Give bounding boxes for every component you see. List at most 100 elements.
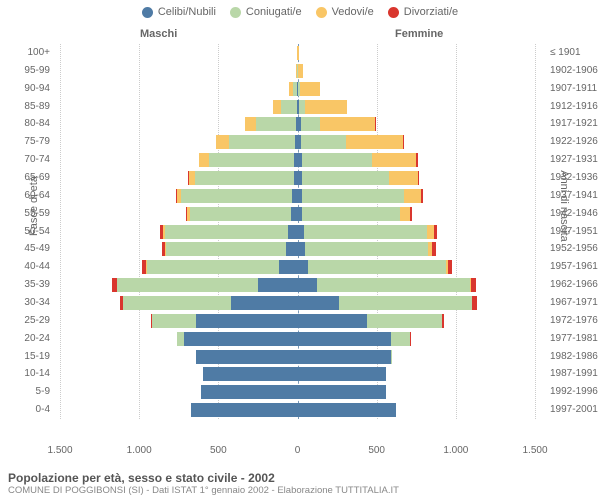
pyramid-row [60,189,535,203]
age-label: 95-99 [0,65,56,76]
age-label: 65-69 [0,172,56,183]
x-tick-label: 500 [210,445,227,456]
birth-year-label: 1937-1941 [544,190,600,201]
plot-area [60,44,535,439]
birth-year-label: 1962-1966 [544,279,600,290]
x-tick-label: 1.500 [47,445,72,456]
birth-year-label: 1942-1946 [544,208,600,219]
segment-s [391,350,392,364]
legend-item: Divorziati/e [388,6,458,18]
legend-label: Coniugati/e [246,6,302,18]
segment-s [256,117,296,131]
segment-w [404,189,421,203]
female-bar [298,46,299,60]
male-bar [177,332,297,346]
segment-c [298,260,308,274]
chart-source: COMUNE DI POGGIBONSI (SI) - Dati ISTAT 1… [8,485,592,496]
segment-w [372,153,416,167]
birth-year-label: ≤ 1901 [544,47,600,58]
legend-item: Coniugati/e [230,6,302,18]
age-label: 35-39 [0,279,56,290]
segment-w [305,100,346,114]
birth-year-label: 1927-1931 [544,154,600,165]
female-bar [298,207,413,221]
segment-s [339,296,472,310]
segment-w [298,64,304,78]
male-bar [196,350,298,364]
segment-s [302,207,400,221]
x-tick-label: 1.500 [522,445,547,456]
male-bar [191,403,297,417]
male-label: Maschi [140,28,177,40]
female-bar [298,403,396,417]
age-label: 5-9 [0,386,56,397]
segment-c [203,367,298,381]
age-label: 10-14 [0,368,56,379]
age-label: 70-74 [0,154,56,165]
birth-year-label: 1977-1981 [544,333,600,344]
age-label: 0-4 [0,404,56,415]
segment-s [302,153,372,167]
pyramid-row [60,207,535,221]
age-label: 40-44 [0,261,56,272]
age-label: 45-49 [0,243,56,254]
birth-year-label: 1997-2001 [544,404,600,415]
segment-s [209,153,295,167]
female-label: Femmine [395,28,443,40]
segment-c [191,403,297,417]
segment-s [367,314,441,328]
male-bar [142,260,297,274]
segment-w [199,153,209,167]
female-bar [298,82,321,96]
segment-c [258,278,298,292]
age-label: 25-29 [0,315,56,326]
segment-d [418,171,420,185]
male-bar [203,367,298,381]
birth-year-label: 1917-1921 [544,118,600,129]
pyramid-row [60,242,535,256]
legend: Celibi/NubiliConiugati/eVedovi/eDivorzia… [0,0,600,18]
segment-c [298,350,391,364]
age-label: 20-24 [0,333,56,344]
segment-c [298,242,305,256]
segment-c [184,332,298,346]
gridline-v [535,44,536,419]
age-label: 80-84 [0,118,56,129]
x-tick-label: 1.000 [443,445,468,456]
age-label: 90-94 [0,83,56,94]
female-bar [298,296,477,310]
male-bar [188,171,298,185]
segment-s [147,260,278,274]
pyramid-row [60,100,535,114]
pyramid-row [60,153,535,167]
pyramid-row [60,367,535,381]
male-bar [160,225,297,239]
segment-c [298,278,317,292]
legend-item: Celibi/Nubili [142,6,216,18]
pyramid-row [60,82,535,96]
birth-year-label: 1957-1961 [544,261,600,272]
segment-s [190,207,291,221]
chart-footer: Popolazione per età, sesso e stato civil… [8,471,592,496]
male-bar [273,100,298,114]
female-bar [298,385,387,399]
segment-s [308,260,446,274]
male-bar [151,314,298,328]
age-label: 85-89 [0,101,56,112]
pyramid-row [60,403,535,417]
pyramid-row [60,385,535,399]
segment-c [298,385,387,399]
segment-s [117,278,258,292]
segment-d [410,207,412,221]
legend-label: Divorziati/e [404,6,458,18]
segment-d [403,135,404,149]
segment-c [298,332,391,346]
male-bar [176,189,298,203]
segment-w [389,171,418,185]
segment-c [201,385,298,399]
segment-s [305,242,429,256]
segment-s [391,332,410,346]
age-label: 50-54 [0,226,56,237]
segment-d [421,189,423,203]
x-tick-label: 500 [368,445,385,456]
